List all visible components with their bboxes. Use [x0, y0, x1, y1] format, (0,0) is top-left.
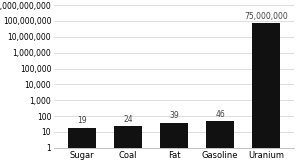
Bar	[68, 128, 95, 168]
Text: 39: 39	[169, 111, 179, 120]
Text: 75,000,000: 75,000,000	[244, 12, 288, 20]
Text: 24: 24	[123, 115, 133, 124]
Bar	[114, 126, 142, 168]
Bar	[253, 23, 280, 168]
Bar	[160, 123, 188, 168]
Text: 19: 19	[77, 116, 86, 125]
Bar	[206, 121, 234, 168]
Text: 46: 46	[215, 110, 225, 119]
